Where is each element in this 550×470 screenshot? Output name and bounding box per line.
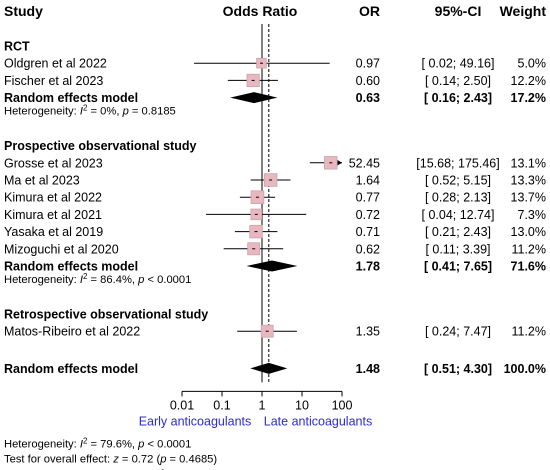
weight-value: 5.0% [518,57,547,71]
header-odds-ratio: Odds Ratio [223,3,298,19]
group-title: RCT [4,40,30,54]
header-study: Study [4,3,43,19]
oe-p-rest: = 0.4685) [166,453,217,465]
weight-value: 11.2% [511,242,546,256]
or-value: 52.45 [349,156,380,170]
or-value: 0.62 [356,242,380,256]
het-prefix: Heterogeneity: [4,438,80,450]
het-i-symbol: I [80,106,83,118]
het-p-rest: = 0.8185 [129,106,176,118]
study-name: Fischer et al 2023 [4,74,103,88]
ci-value: [ 0.04; 12.74] [422,208,495,222]
weight-value: 7.3% [518,208,547,222]
header-weight: Weight [500,3,547,19]
weight-value: 12.2% [511,74,546,88]
ci-value: [15.68; 175.46] [416,156,499,170]
het-p-symbol: p [122,106,129,118]
x-tick-label: 100 [332,398,353,412]
weight-value: 13.3% [511,174,546,188]
pooled-or-value: 1.48 [356,362,380,376]
study-name: Grosse et al 2023 [4,156,103,170]
oe-z-rest: = 0.72 ( [119,453,161,465]
header-or: OR [359,3,380,19]
ci-value: [ 0.24; 7.47] [425,325,491,339]
pooled-diamond [230,92,278,104]
study-name: Mizoguchi et al 2020 [4,242,119,256]
header-ci: 95%-CI [435,3,482,19]
het-p-rest: < 0.0001 [144,438,191,450]
or-value: 0.72 [356,208,380,222]
pooled-weight-value: 100.0% [504,362,546,376]
ci-value: [ 0.21; 2.43] [425,225,491,239]
sg-chi-sup: 2 [160,468,165,470]
ci-value: [ 0.02; 49.16] [422,57,495,71]
heterogeneity-text: Heterogeneity: I2 = 86.4%, p < 0.0001 [4,272,191,286]
weight-value: 13.0% [511,225,546,239]
x-tick-label: 0.01 [170,398,194,412]
pooled-label: Random effects model [4,362,138,376]
or-value: 0.97 [356,57,380,71]
ci-value: [ 0.11; 3.39] [425,242,490,256]
study-name: Matos-Ribeiro et al 2022 [4,325,140,339]
pooled-or-value: 1.78 [356,260,380,274]
study-name: Oldgren et al 2022 [4,57,107,71]
pooled-diamond [246,260,298,272]
x-tick-label: 10 [295,398,309,412]
het-p-symbol: p [137,438,144,450]
or-value: 0.60 [356,74,380,88]
study-name: Kimura et al 2022 [4,191,102,205]
pooled-ci-value: [ 0.51; 4.30] [424,362,492,376]
het-prefix: Heterogeneity: [4,106,80,118]
group-title: Retrospective observational study [4,308,208,322]
weight-value: 13.1% [511,156,546,170]
het-p-symbol: p [137,274,144,286]
ci-value: [ 0.14; 2.50] [425,74,491,88]
het-prefix: Heterogeneity: [4,274,80,286]
subgroup-differences-test: Test for subgroup differences: χ22 = 1.1… [4,468,302,470]
heterogeneity-text: Heterogeneity: I2 = 0%, p = 0.8185 [4,104,176,118]
or-value: 0.71 [356,225,380,239]
x-tick-label: 1 [259,398,266,412]
overall-effect-test: Test for overall effect: z = 0.72 (p = 0… [4,453,217,465]
left-direction-label: Early anticoagulants [139,414,252,428]
or-value: 1.64 [356,174,380,188]
pooled-label: Random effects model [4,91,138,105]
right-direction-label: Late anticoagulants [264,414,372,428]
het-p-rest: < 0.0001 [144,274,191,286]
het-i-symbol: I [80,274,83,286]
heterogeneity-text: Heterogeneity: I2 = 79.6%, p < 0.0001 [4,436,191,450]
pooled-weight-value: 17.2% [511,91,546,105]
study-name: Kimura et al 2021 [4,208,102,222]
weight-value: 11.2% [511,325,546,339]
oe-prefix: Test for overall effect: [4,453,113,465]
het-rest: = 86.4%, [87,274,138,286]
oe-z-symbol: z [112,453,119,465]
pooled-ci-value: [ 0.16; 2.43] [424,91,492,105]
ci-value: [ 0.28; 2.13] [425,191,491,205]
het-i-sup: 2 [83,436,88,445]
pooled-weight-value: 71.6% [511,260,546,274]
het-rest: = 0%, [87,106,122,118]
study-name: Yasaka et al 2019 [4,225,103,239]
het-i-sup: 2 [83,272,88,281]
ci-value: [ 0.52; 5.15] [425,174,491,188]
or-value: 1.35 [356,325,380,339]
x-tick-label: 0.1 [213,398,230,412]
ci-arrow [337,159,342,166]
pooled-ci-value: [ 0.41; 7.65] [424,260,492,274]
het-rest: = 79.6%, [87,438,138,450]
group-title: Prospective observational study [4,139,196,153]
het-i-symbol: I [80,438,83,450]
pooled-label: Random effects model [4,260,138,274]
het-i-sup: 2 [83,104,88,113]
pooled-or-value: 0.63 [356,91,380,105]
oe-p-symbol: p [159,453,166,465]
pooled-diamond [250,362,288,374]
study-name: Ma et al 2023 [4,174,80,188]
or-value: 0.77 [356,191,380,205]
weight-value: 13.7% [511,191,546,205]
